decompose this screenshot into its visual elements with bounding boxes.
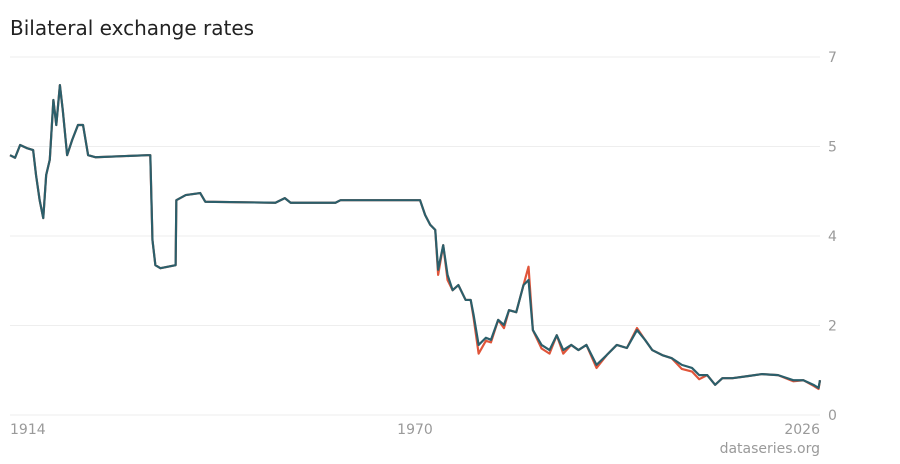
y-tick-label: 2 (828, 319, 837, 335)
y-tick-label: 0 (828, 408, 837, 424)
y-tick-label: 5 (828, 140, 837, 156)
series-line (9, 84, 822, 391)
series-line (9, 84, 822, 389)
x-tick-label: 1914 (10, 422, 46, 438)
x-tick-label: 2026 (784, 422, 820, 438)
y-tick-label: 7 (828, 50, 837, 66)
chart-title: Bilateral exchange rates (10, 16, 254, 40)
x-tick-label: 1970 (397, 422, 433, 438)
y-tick-label: 4 (828, 229, 837, 245)
source: dataseries.org (720, 441, 820, 457)
